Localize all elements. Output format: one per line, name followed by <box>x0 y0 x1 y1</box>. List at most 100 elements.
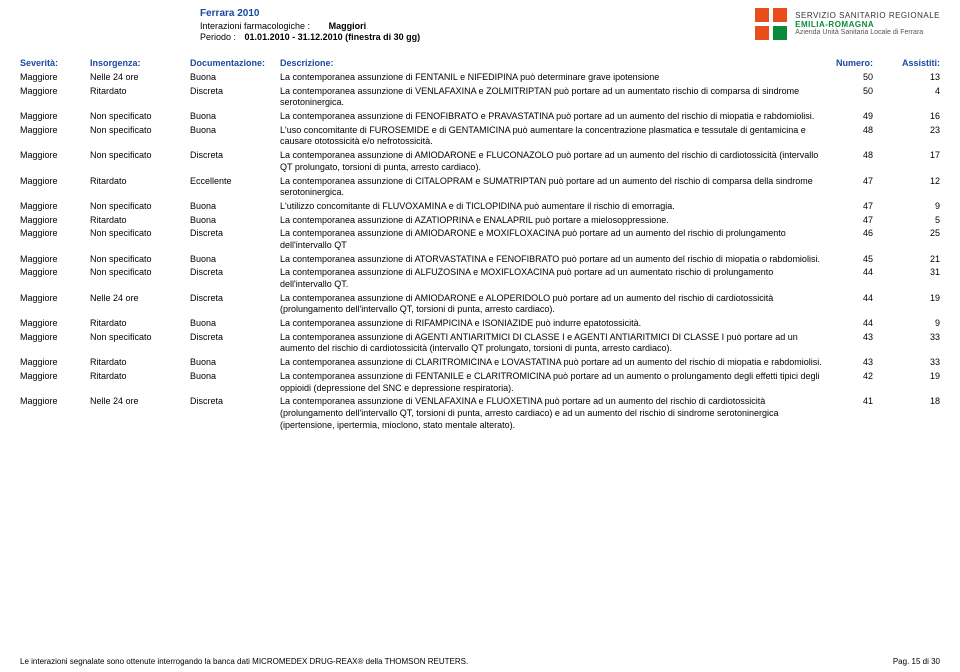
cell-documentation: Discreta <box>190 267 280 279</box>
cell-assisted: 33 <box>885 332 940 344</box>
col-number: Numero: <box>830 58 885 68</box>
cell-description: L'utilizzo concomitante di FLUVOXAMINA e… <box>280 201 830 213</box>
cell-number: 47 <box>830 201 885 213</box>
cell-documentation: Buona <box>190 72 280 84</box>
table-row: MaggioreNon specificatoBuonaLa contempor… <box>20 111 940 123</box>
org-logo-text: SERVIZIO SANITARIO REGIONALE EMILIA-ROMA… <box>795 11 940 37</box>
cell-description: La contemporanea assunzione di FENTANIL … <box>280 72 830 84</box>
cell-assisted: 13 <box>885 72 940 84</box>
cell-severity: Maggiore <box>20 150 90 162</box>
cell-number: 48 <box>830 125 885 137</box>
cell-description: La contemporanea assunzione di VENLAFAXI… <box>280 86 830 109</box>
cell-description: La contemporanea assunzione di AMIODARON… <box>280 150 830 173</box>
cell-documentation: Buona <box>190 357 280 369</box>
cell-severity: Maggiore <box>20 357 90 369</box>
cell-description: La contemporanea assunzione di RIFAMPICI… <box>280 318 830 330</box>
cell-description: La contemporanea assunzione di VENLAFAXI… <box>280 396 830 431</box>
cell-description: La contemporanea assunzione di AGENTI AN… <box>280 332 830 355</box>
cell-description: La contemporanea assunzione di AZATIOPRI… <box>280 215 830 227</box>
logo-line1: SERVIZIO SANITARIO REGIONALE <box>795 11 940 20</box>
cell-assisted: 31 <box>885 267 940 279</box>
cell-assisted: 19 <box>885 293 940 305</box>
table-row: MaggioreRitardatoDiscretaLa contemporane… <box>20 86 940 109</box>
cell-severity: Maggiore <box>20 125 90 137</box>
cell-onset: Nelle 24 ore <box>90 72 190 84</box>
col-onset: Insorgenza: <box>90 58 190 68</box>
cell-onset: Non specificato <box>90 125 190 137</box>
cell-number: 47 <box>830 215 885 227</box>
table-row: MaggioreNelle 24 oreBuonaLa contemporane… <box>20 72 940 84</box>
col-assisted: Assistiti: <box>885 58 940 68</box>
logo-line2: EMILIA-ROMAGNA <box>795 20 940 29</box>
cell-onset: Non specificato <box>90 111 190 123</box>
cell-severity: Maggiore <box>20 318 90 330</box>
report-header: Ferrara 2010 Interazioni farmacologiche … <box>0 0 960 56</box>
cell-severity: Maggiore <box>20 371 90 383</box>
periodo-value: 01.01.2010 - 31.12.2010 (finestra di 30 … <box>245 32 421 42</box>
col-severity: Severità: <box>20 58 90 68</box>
table-row: MaggioreNon specificatoBuonaLa contempor… <box>20 254 940 266</box>
cell-severity: Maggiore <box>20 201 90 213</box>
logo-line3: Azienda Unità Sanitaria Locale di Ferrar… <box>795 29 940 37</box>
table-row: MaggioreRitardatoBuonaLa contemporanea a… <box>20 318 940 330</box>
cell-number: 42 <box>830 371 885 383</box>
cell-number: 50 <box>830 72 885 84</box>
cell-description: La contemporanea assunzione di ALFUZOSIN… <box>280 267 830 290</box>
cell-number: 44 <box>830 267 885 279</box>
cell-assisted: 17 <box>885 150 940 162</box>
periodo-label: Periodo : <box>200 32 236 42</box>
cell-documentation: Discreta <box>190 293 280 305</box>
cell-documentation: Discreta <box>190 228 280 240</box>
cell-documentation: Buona <box>190 318 280 330</box>
cell-number: 47 <box>830 176 885 188</box>
table-row: MaggioreNon specificatoDiscretaLa contem… <box>20 150 940 173</box>
cell-documentation: Discreta <box>190 332 280 344</box>
cell-description: La contemporanea assunzione di FENOFIBRA… <box>280 111 830 123</box>
cell-assisted: 4 <box>885 86 940 98</box>
cell-number: 49 <box>830 111 885 123</box>
cell-description: La contemporanea assunzione di FENTANILE… <box>280 371 830 394</box>
cell-documentation: Buona <box>190 201 280 213</box>
cell-description: La contemporanea assunzione di CITALOPRA… <box>280 176 830 199</box>
cell-onset: Non specificato <box>90 267 190 279</box>
cell-assisted: 16 <box>885 111 940 123</box>
org-logo-block: SERVIZIO SANITARIO REGIONALE EMILIA-ROMA… <box>753 6 940 42</box>
cell-severity: Maggiore <box>20 332 90 344</box>
cell-severity: Maggiore <box>20 111 90 123</box>
table-row: MaggioreNon specificatoBuonaL'uso concom… <box>20 125 940 148</box>
cell-number: 48 <box>830 150 885 162</box>
column-headers: Severità: Insorgenza: Documentazione: De… <box>0 56 960 72</box>
table-row: MaggioreRitardatoEccellenteLa contempora… <box>20 176 940 199</box>
cell-onset: Ritardato <box>90 86 190 98</box>
cell-severity: Maggiore <box>20 228 90 240</box>
cell-severity: Maggiore <box>20 293 90 305</box>
table-row: MaggioreNon specificatoDiscretaLa contem… <box>20 267 940 290</box>
cell-number: 44 <box>830 293 885 305</box>
cell-assisted: 12 <box>885 176 940 188</box>
table-row: MaggioreRitardatoBuonaLa contemporanea a… <box>20 215 940 227</box>
cell-assisted: 9 <box>885 201 940 213</box>
cell-description: L'uso concomitante di FUROSEMIDE e di GE… <box>280 125 830 148</box>
org-logo-icon <box>753 6 789 42</box>
interazioni-label: Interazioni farmacologiche : <box>200 21 310 31</box>
cell-onset: Ritardato <box>90 371 190 383</box>
col-description: Descrizione: <box>280 58 830 68</box>
cell-number: 45 <box>830 254 885 266</box>
table-row: MaggioreRitardatoBuonaLa contemporanea a… <box>20 371 940 394</box>
cell-number: 43 <box>830 332 885 344</box>
cell-assisted: 19 <box>885 371 940 383</box>
table-row: MaggioreNon specificatoDiscretaLa contem… <box>20 228 940 251</box>
footer-page: Pag. 15 di 30 <box>893 657 940 666</box>
cell-onset: Ritardato <box>90 318 190 330</box>
cell-number: 50 <box>830 86 885 98</box>
cell-number: 41 <box>830 396 885 408</box>
cell-assisted: 5 <box>885 215 940 227</box>
cell-documentation: Eccellente <box>190 176 280 188</box>
interazioni-value: Maggiori <box>329 21 367 31</box>
cell-description: La contemporanea assunzione di ATORVASTA… <box>280 254 830 266</box>
cell-assisted: 33 <box>885 357 940 369</box>
cell-assisted: 25 <box>885 228 940 240</box>
cell-number: 43 <box>830 357 885 369</box>
table-row: MaggioreNon specificatoDiscretaLa contem… <box>20 332 940 355</box>
cell-assisted: 23 <box>885 125 940 137</box>
